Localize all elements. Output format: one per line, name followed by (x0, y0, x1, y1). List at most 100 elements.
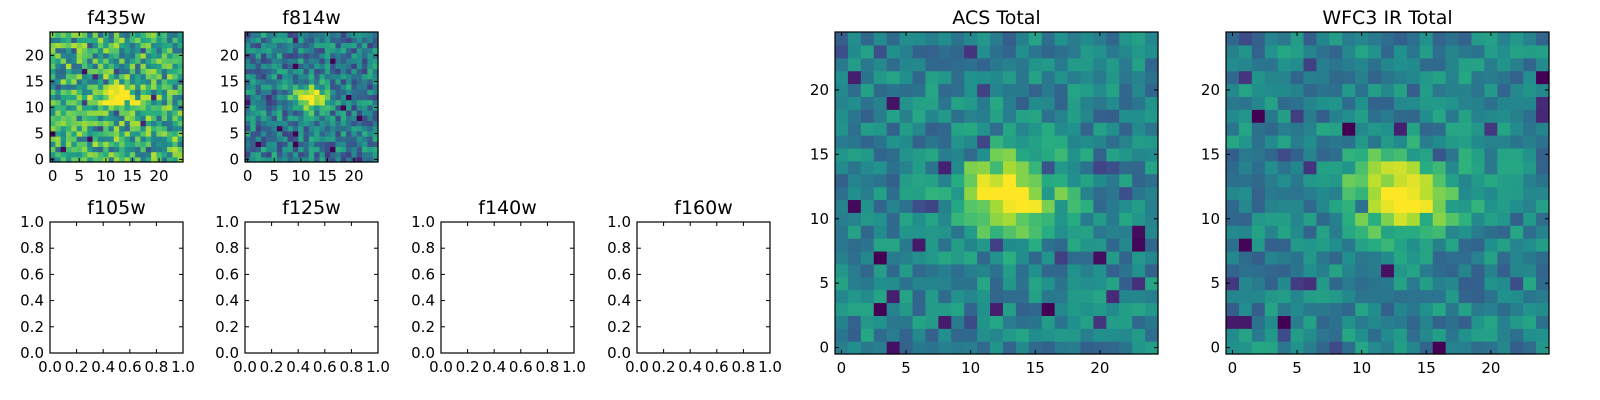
heatmap-cell (1432, 186, 1447, 201)
heatmap-cell (1080, 70, 1094, 85)
heatmap-cell (287, 146, 294, 153)
x-tick-label: 0.0 (625, 358, 649, 376)
heatmap-cell (172, 89, 179, 95)
heatmap-cell (886, 109, 901, 123)
heatmap-cell (340, 68, 347, 75)
axes-frame (834, 31, 1159, 355)
heatmap-cell (346, 146, 352, 153)
heatmap-cell (1445, 263, 1460, 278)
heatmap-cell (282, 146, 289, 153)
heatmap-cell (87, 58, 94, 64)
heatmap-cell (60, 63, 67, 69)
heatmap-cell (255, 156, 262, 163)
heatmap-cell (1238, 44, 1253, 59)
heatmap-cell (260, 78, 267, 85)
heatmap-cell (1041, 315, 1056, 329)
heatmap-cell (860, 225, 875, 239)
heatmap-cell (847, 83, 862, 97)
heatmap-cell (255, 125, 262, 132)
heatmap-cell (1028, 83, 1043, 97)
heatmap-cell (1419, 328, 1434, 342)
heatmap-cell (308, 63, 315, 69)
heatmap-cell (1303, 44, 1318, 59)
heatmap-cell (260, 84, 267, 90)
heatmap-cell (899, 160, 914, 175)
heatmap-cell (113, 78, 120, 85)
heatmap-cell (167, 78, 173, 85)
heatmap-cell (292, 136, 299, 142)
heatmap-cell (1002, 57, 1017, 72)
heatmap-cell (119, 130, 126, 137)
heatmap-cell (276, 89, 283, 95)
heatmap-cell (873, 302, 888, 316)
heatmap-cell (372, 146, 379, 153)
heatmap-cell (951, 328, 965, 342)
heatmap-cell (330, 78, 337, 85)
heatmap-cell (97, 146, 104, 153)
heatmap-cell (1471, 186, 1485, 201)
heatmap-cell (346, 151, 352, 158)
heatmap-cell (1419, 57, 1434, 72)
heatmap-cell (951, 315, 965, 329)
heatmap-cell (1067, 147, 1082, 162)
y-tick-label: 0.0 (20, 344, 44, 362)
heatmap-cell (977, 83, 991, 97)
heatmap-cell (124, 136, 131, 142)
heatmap-cell (298, 125, 305, 132)
heatmap-cell (60, 73, 67, 80)
heatmap-cell (1054, 70, 1069, 85)
heatmap-cell (340, 99, 347, 106)
heatmap-cell (161, 110, 168, 116)
heatmap-cell (266, 78, 273, 85)
heatmap-cell (292, 68, 299, 75)
heatmap-cell (108, 110, 115, 116)
heatmap-cell (250, 89, 257, 95)
heatmap-cell (1277, 212, 1292, 226)
y-tick-label: 20 (1201, 81, 1220, 99)
heatmap-cell (372, 32, 379, 38)
heatmap-cell (50, 146, 56, 153)
heatmap-cell (135, 84, 142, 90)
heatmap-cell (860, 70, 875, 85)
heatmap-cell (1238, 32, 1253, 46)
heatmap-cell (1445, 328, 1460, 342)
heatmap-cell (314, 110, 321, 116)
heatmap-cell (964, 212, 978, 226)
heatmap-cell (1368, 302, 1382, 316)
heatmap-cell (314, 146, 321, 153)
heatmap-cell (1419, 238, 1434, 252)
heatmap-cell (1406, 263, 1421, 278)
heatmap-cell (108, 125, 115, 132)
heatmap-cell (1002, 160, 1017, 175)
heatmap-cell (340, 156, 347, 163)
heatmap-cell (367, 156, 374, 163)
heatmap-cell (1458, 122, 1473, 136)
heatmap-cell (71, 104, 78, 111)
heatmap-cell (156, 73, 163, 80)
heatmap-cell (266, 115, 273, 121)
heatmap-cell (925, 212, 939, 226)
y-tick-label: 0.2 (215, 318, 239, 336)
heatmap-cell (1015, 263, 1030, 278)
heatmap-cell (167, 125, 173, 132)
heatmap-cell (951, 44, 965, 59)
heatmap-cell (1445, 96, 1460, 110)
heatmap-cell (65, 156, 72, 163)
heatmap-cell (119, 84, 126, 90)
heatmap-cell (172, 141, 179, 147)
heatmap-cell (167, 99, 173, 106)
heatmap-cell (1002, 199, 1017, 213)
heatmap-cell (1497, 250, 1511, 265)
heatmap-cell (271, 146, 278, 153)
heatmap-cell (255, 63, 262, 69)
heatmap-cell (1106, 328, 1120, 342)
heatmap-cell (140, 125, 147, 132)
heatmap-cell (151, 120, 157, 127)
heatmap-cell (145, 78, 152, 85)
heatmap-cell (124, 99, 131, 106)
heatmap-cell (119, 52, 126, 59)
heatmap-cell (1393, 328, 1408, 342)
heatmap-cell (55, 141, 62, 147)
heatmap-cell (245, 47, 251, 54)
heatmap-cell (860, 160, 875, 175)
